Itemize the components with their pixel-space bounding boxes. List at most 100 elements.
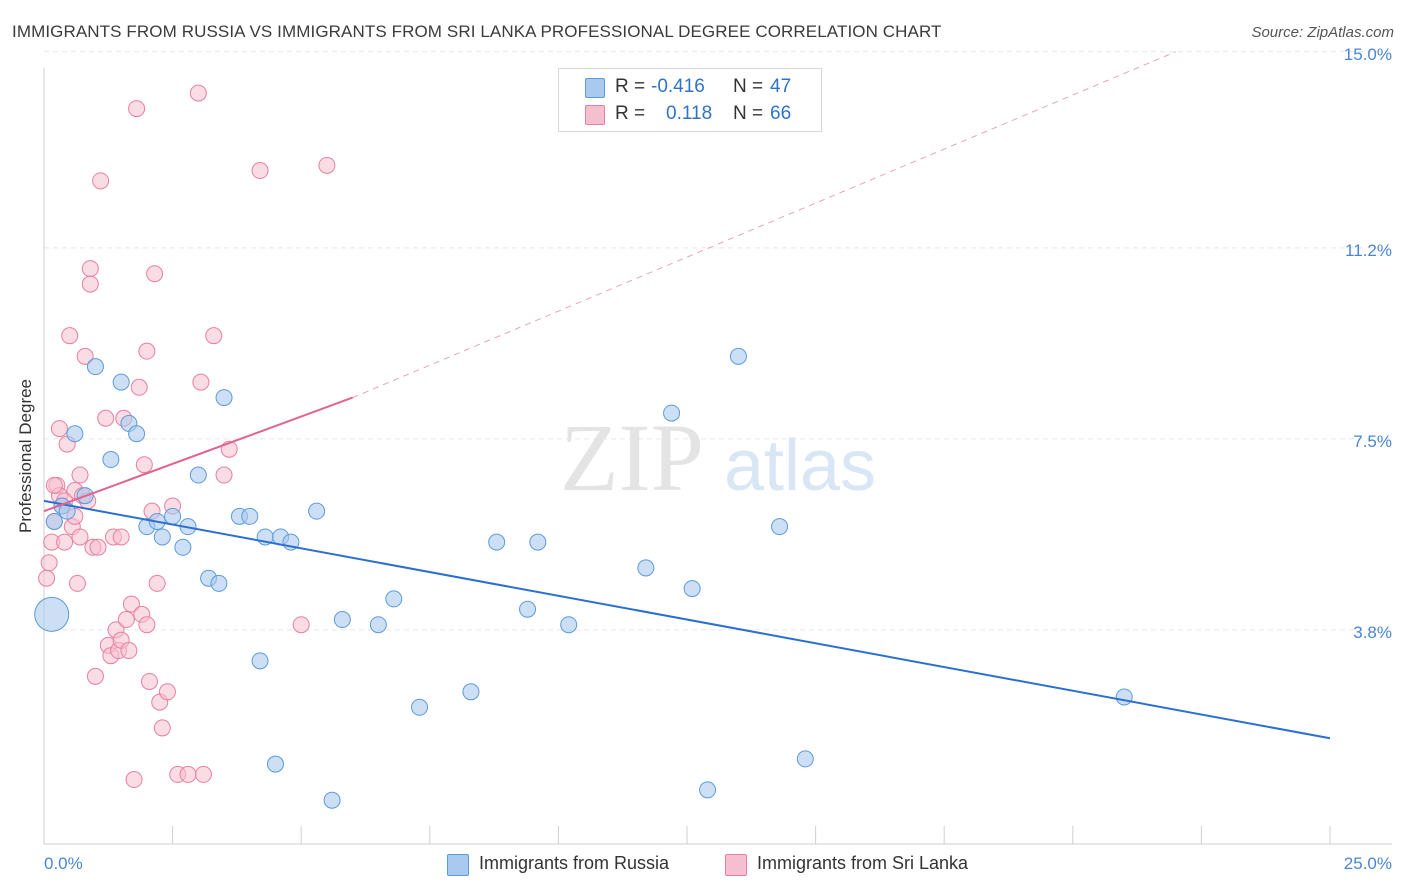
data-point-srilanka <box>40 554 58 572</box>
x-tick-label: 25.0% <box>1344 854 1392 873</box>
watermark: ZIP atlas <box>560 404 876 511</box>
data-point-russia <box>128 425 146 443</box>
data-point-russia <box>174 538 192 556</box>
data-point-srilanka <box>50 420 68 438</box>
data-point-russia <box>369 616 387 634</box>
data-point-srilanka <box>215 466 233 484</box>
legend-swatch-srilanka <box>585 105 605 125</box>
legend-row-srilanka: R = 0.118 N = 66 <box>559 101 821 127</box>
bottom-legend-label-russia: Immigrants from Russia <box>479 853 670 873</box>
data-point-russia <box>266 755 284 773</box>
data-point-russia <box>210 574 228 592</box>
data-point-srilanka <box>292 616 310 634</box>
data-point-russia <box>86 358 104 376</box>
data-point-russia <box>560 616 578 634</box>
data-point-srilanka <box>56 533 74 551</box>
legend-swatch-russia <box>585 78 605 98</box>
data-point-srilanka <box>146 265 164 283</box>
data-point-russia <box>241 507 259 525</box>
data-point-srilanka <box>135 456 153 474</box>
bottom-legend-swatch-russia <box>447 854 469 876</box>
x-tick-label: 0.0% <box>44 854 83 873</box>
data-point-russia <box>529 533 547 551</box>
data-point-russia <box>251 652 269 670</box>
data-point-russia <box>333 611 351 629</box>
data-point-srilanka <box>45 476 63 494</box>
data-point-srilanka <box>158 683 176 701</box>
data-point-srilanka <box>117 611 135 629</box>
data-point-russia <box>683 580 701 598</box>
data-point-srilanka <box>128 100 146 118</box>
data-point-srilanka <box>138 342 156 360</box>
data-point-srilanka <box>189 84 207 102</box>
data-point-russia <box>45 512 63 530</box>
data-point-russia <box>215 389 233 407</box>
tick-labels: 3.8% 7.5% 11.2% 15.0% 0.0% 25.0% <box>44 45 1392 873</box>
data-point-srilanka <box>38 569 56 587</box>
legend-r-value-russia: -0.416 <box>651 76 705 97</box>
data-point-russia <box>519 600 537 618</box>
legend-r-label: R = <box>615 76 646 97</box>
source-label: Source: ZipAtlas.com <box>1251 24 1394 41</box>
data-point-srilanka <box>86 667 104 685</box>
trend-line-russia <box>43 499 1331 740</box>
data-point-srilanka <box>92 172 110 190</box>
data-point-russia <box>699 781 717 799</box>
data-point-srilanka <box>89 538 107 556</box>
axes <box>43 68 1392 845</box>
data-point-srilanka <box>120 642 138 660</box>
data-point-srilanka <box>153 719 171 737</box>
chart-title: IMMIGRANTS FROM RUSSIA VS IMMIGRANTS FRO… <box>12 22 942 41</box>
data-point-srilanka <box>112 528 130 546</box>
legend-r-label: R = <box>615 103 646 124</box>
data-point-srilanka <box>125 771 143 789</box>
series-srilanka-points <box>38 84 336 789</box>
data-point-russia <box>66 425 84 443</box>
data-point-srilanka <box>71 528 89 546</box>
legend-row-russia: R = -0.416 N = 47 <box>559 74 821 100</box>
trend-line-srilanka <box>43 396 353 513</box>
data-point-srilanka <box>318 156 336 174</box>
data-point-russia <box>164 507 182 525</box>
data-point-russia <box>308 502 326 520</box>
trend-line-srilanka-extension <box>352 51 1176 399</box>
data-point-srilanka <box>71 466 89 484</box>
data-point-srilanka <box>68 574 86 592</box>
data-point-russia <box>189 466 207 484</box>
data-point-srilanka <box>122 595 140 613</box>
watermark-atlas: atlas <box>724 426 876 506</box>
data-point-russia <box>385 590 403 608</box>
data-point-russia <box>323 791 341 809</box>
data-point-srilanka <box>130 378 148 396</box>
data-point-srilanka <box>138 616 156 634</box>
data-point-russia <box>1115 688 1133 706</box>
data-point-srilanka <box>194 765 212 783</box>
data-point-russia <box>34 596 70 632</box>
data-point-srilanka <box>61 327 79 345</box>
data-point-srilanka <box>192 373 210 391</box>
data-point-russia <box>462 683 480 701</box>
data-point-russia <box>153 528 171 546</box>
data-point-russia <box>112 373 130 391</box>
legend-n-label: N = <box>733 103 764 124</box>
data-point-srilanka <box>81 275 99 293</box>
gridlines <box>44 51 1392 631</box>
data-point-srilanka <box>205 327 223 345</box>
bottom-legend-swatch-srilanka <box>725 854 747 876</box>
bottom-legend-label-srilanka: Immigrants from Sri Lanka <box>757 853 969 873</box>
y-tick-label: 7.5% <box>1353 432 1392 451</box>
data-point-russia <box>663 404 681 422</box>
data-point-russia <box>796 750 814 768</box>
y-tick-label: 3.8% <box>1353 623 1392 642</box>
data-point-russia <box>729 347 747 365</box>
trend-lines <box>43 51 1331 740</box>
data-point-srilanka <box>81 260 99 278</box>
legend-n-label: N = <box>733 76 764 97</box>
data-point-srilanka <box>140 672 158 690</box>
data-point-russia <box>411 698 429 716</box>
y-tick-label: 15.0% <box>1344 45 1392 64</box>
legend-n-value-russia: 47 <box>770 76 792 97</box>
stats-legend: R = -0.416 N = 47 R = 0.118 N = 66 <box>558 68 822 132</box>
data-point-srilanka <box>148 574 166 592</box>
